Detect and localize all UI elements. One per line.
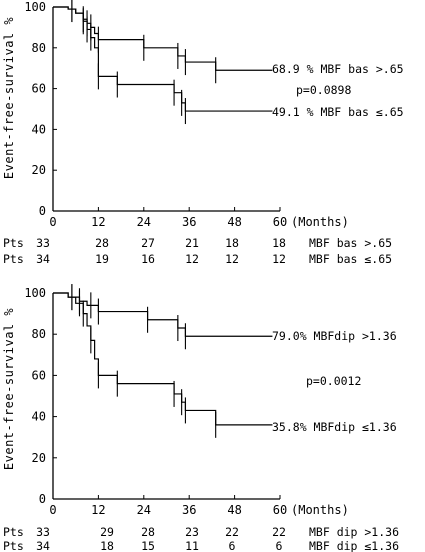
top-x-unit-label: (Months) xyxy=(291,215,349,229)
bottom-x-axis: 0 12 24 36 48 60 xyxy=(49,495,287,517)
risk-count: 34 xyxy=(36,252,50,266)
survival-curve-1 xyxy=(53,6,273,71)
risk-count: 28 xyxy=(141,525,155,539)
risk-count: 23 xyxy=(185,525,199,539)
risk-count: 34 xyxy=(36,539,50,552)
bottom-risk-table: Pts 33 29 28 23 22 22 MBF dip >1.36 Pts … xyxy=(3,525,399,552)
risk-label: Pts xyxy=(3,539,24,552)
y-tick-label: 40 xyxy=(32,122,46,136)
risk-label: Pts xyxy=(3,236,24,250)
risk-count: 12 xyxy=(272,252,286,266)
bottom-y-axis-label: Event-free-survival % xyxy=(2,308,16,470)
risk-count: 6 xyxy=(229,539,236,552)
risk-count: 33 xyxy=(36,236,50,250)
risk-count: 18 xyxy=(225,236,239,250)
risk-count: 12 xyxy=(185,252,199,266)
y-tick-label: 100 xyxy=(24,286,46,300)
survival-curve-2 xyxy=(53,6,273,112)
y-tick-label: 0 xyxy=(39,204,46,218)
x-tick-label: 24 xyxy=(137,503,151,517)
x-tick-label: 48 xyxy=(227,503,241,517)
top-x-axis: 0 12 24 36 48 60 xyxy=(49,207,287,229)
bottom-series-2-label: 35.8% MBFdip ≤1.36 xyxy=(272,420,397,434)
top-y-axis: 0 20 40 60 80 100 xyxy=(24,0,57,218)
y-tick-label: 20 xyxy=(32,163,46,177)
y-tick-label: 60 xyxy=(32,368,46,382)
top-risk-table: Pts 33 28 27 21 18 18 MBF bas >.65 Pts 3… xyxy=(3,236,392,266)
y-tick-label: 40 xyxy=(32,410,46,424)
risk-count: 6 xyxy=(276,539,283,552)
risk-count: 28 xyxy=(95,236,109,250)
y-tick-label: 0 xyxy=(39,492,46,506)
y-tick-label: 100 xyxy=(24,0,46,14)
bottom-p-value: p=0.0012 xyxy=(306,374,361,388)
x-tick-label: 24 xyxy=(137,215,151,229)
top-p-value: p=0.0898 xyxy=(296,83,351,97)
y-tick-label: 80 xyxy=(32,41,46,55)
risk-count: 16 xyxy=(141,252,155,266)
bottom-y-axis: 0 20 40 60 80 100 xyxy=(24,286,57,506)
bottom-series-1-label: 79.0% MBFdip >1.36 xyxy=(272,329,397,343)
y-tick-label: 80 xyxy=(32,327,46,341)
top-panel: Event-free-survival % 0 12 24 36 48 60 0 20 40 6… xyxy=(2,0,404,229)
risk-group-label: MBF dip ≤1.36 xyxy=(309,539,399,552)
survival-curve-2 xyxy=(53,292,273,426)
risk-count: 18 xyxy=(272,236,286,250)
risk-group-label: MBF dip >1.36 xyxy=(309,525,399,539)
y-tick-label: 20 xyxy=(32,451,46,465)
risk-count: 21 xyxy=(185,236,199,250)
risk-count: 19 xyxy=(95,252,109,266)
risk-label: Pts xyxy=(3,252,24,266)
top-y-axis-label: Event-free-survival % xyxy=(2,17,16,179)
x-tick-label: 36 xyxy=(182,215,196,229)
risk-count: 22 xyxy=(272,525,286,539)
top-series-2-label: 49.1 % MBF bas ≤.65 xyxy=(272,105,404,119)
y-tick-label: 60 xyxy=(32,82,46,96)
bottom-panel: Event-free-survival % 0 12 24 36 48 60 0 20 40 6… xyxy=(2,284,397,517)
risk-count: 29 xyxy=(100,525,114,539)
survival-curve-1 xyxy=(53,292,273,337)
risk-group-label: MBF bas ≤.65 xyxy=(309,252,392,266)
risk-count: 27 xyxy=(141,236,155,250)
x-tick-label: 12 xyxy=(91,215,105,229)
top-series-1-label: 68.9 % MBF bas >.65 xyxy=(272,62,404,76)
risk-count: 33 xyxy=(36,525,50,539)
risk-count: 12 xyxy=(225,252,239,266)
x-tick-label: 0 xyxy=(49,215,56,229)
top-plot-area xyxy=(53,0,273,125)
risk-label: Pts xyxy=(3,525,24,539)
risk-count: 18 xyxy=(100,539,114,552)
x-tick-label: 60 xyxy=(273,215,287,229)
bottom-plot-area xyxy=(53,284,273,438)
x-tick-label: 48 xyxy=(227,215,241,229)
risk-count: 22 xyxy=(225,525,239,539)
x-tick-label: 0 xyxy=(49,503,56,517)
x-tick-label: 60 xyxy=(273,503,287,517)
risk-count: 11 xyxy=(185,539,199,552)
bottom-x-unit-label: (Months) xyxy=(291,503,349,517)
x-tick-label: 36 xyxy=(182,503,196,517)
x-tick-label: 12 xyxy=(91,503,105,517)
risk-count: 15 xyxy=(141,539,155,552)
risk-group-label: MBF bas >.65 xyxy=(309,236,392,250)
